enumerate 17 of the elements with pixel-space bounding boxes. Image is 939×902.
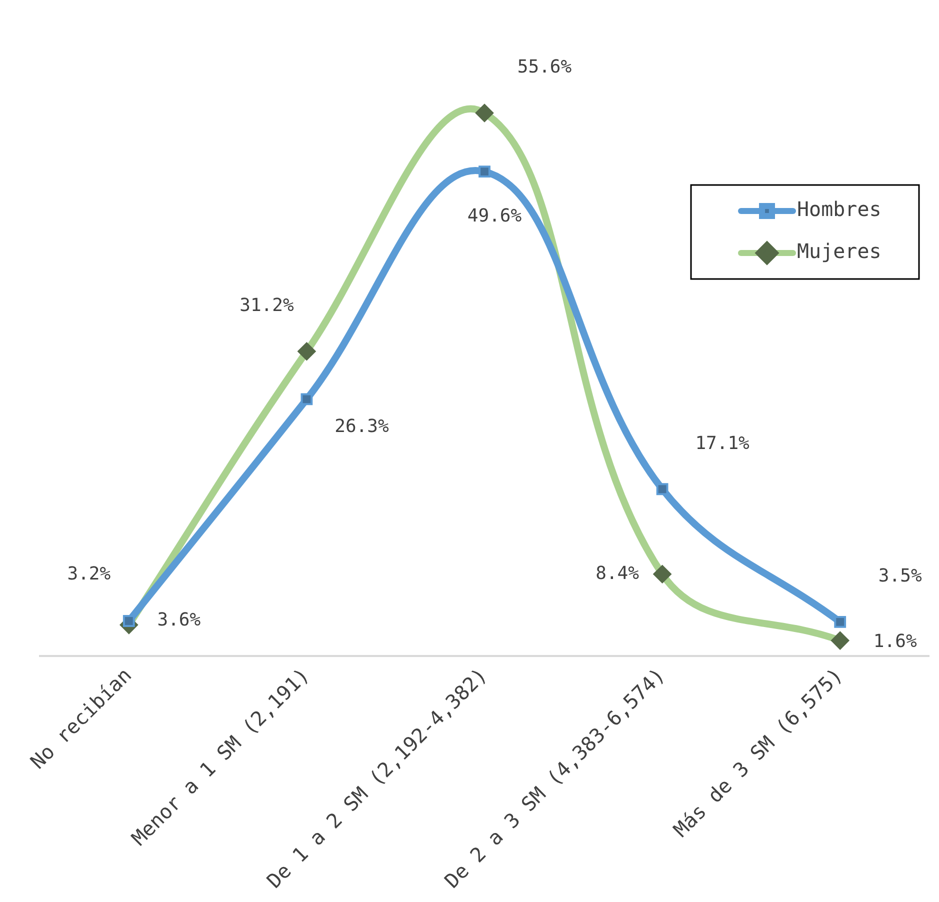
- legend-label: Mujeres: [797, 239, 882, 264]
- data-label: 3.6%: [157, 610, 201, 631]
- point: [834, 616, 846, 628]
- data-label: 26.3%: [334, 416, 389, 437]
- data-label: 17.1%: [695, 432, 750, 454]
- data-label: 8.4%: [596, 562, 640, 584]
- legend-label: Hombres: [797, 197, 882, 222]
- point: [122, 615, 135, 627]
- data-label: 1.6%: [873, 631, 917, 652]
- data-label: 49.6%: [467, 205, 522, 226]
- data-label: 31.2%: [240, 295, 294, 316]
- point: [656, 483, 668, 496]
- data-label: 3.5%: [878, 566, 922, 587]
- point: [478, 166, 490, 178]
- data-label: 55.6%: [517, 56, 572, 78]
- data-label: 3.2%: [67, 564, 111, 585]
- point: [300, 393, 313, 406]
